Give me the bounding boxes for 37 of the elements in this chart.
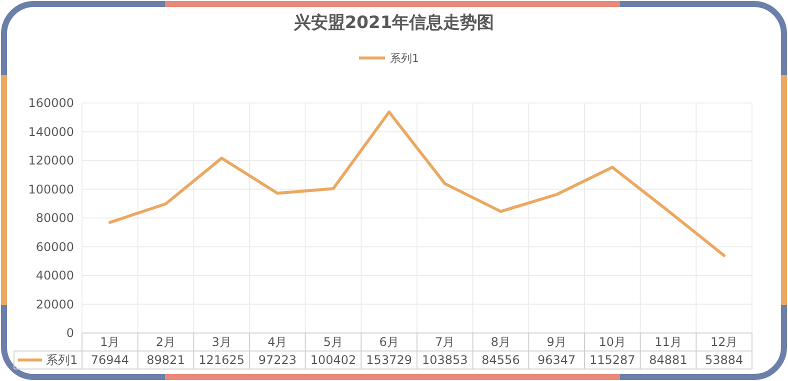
x-tick-label: 8月 <box>490 335 511 349</box>
x-tick-label: 12月 <box>710 335 738 349</box>
x-tick-label: 4月 <box>268 335 288 349</box>
x-tick-label: 5月 <box>323 335 344 349</box>
x-tick-label: 11月 <box>654 335 682 349</box>
data-label: 89821 <box>146 353 185 367</box>
y-tick-label: 140000 <box>28 124 74 139</box>
data-label: 96347 <box>537 353 576 367</box>
y-tick-label: 80000 <box>36 211 74 225</box>
x-tick-label: 3月 <box>212 335 232 349</box>
y-tick-label: 20000 <box>36 297 74 312</box>
legend-label: 系列1 <box>390 52 419 65</box>
data-label: 121625 <box>198 353 244 367</box>
x-tick-label: 7月 <box>435 335 455 349</box>
x-tick-label: 10月 <box>598 335 626 349</box>
data-label: 103853 <box>422 353 468 367</box>
y-tick-label: 100000 <box>28 182 74 196</box>
y-tick-label: 60000 <box>36 240 74 254</box>
data-label: 115287 <box>590 353 636 367</box>
y-tick-label: 40000 <box>36 268 74 282</box>
data-label: 84881 <box>649 353 688 367</box>
data-label: 84556 <box>482 353 520 367</box>
y-tick-label: 120000 <box>28 154 74 168</box>
x-tick-label: 9月 <box>546 335 566 349</box>
x-tick-label: 6月 <box>379 335 399 349</box>
line-series <box>108 110 726 258</box>
data-label: 53884 <box>704 353 744 367</box>
text: 系列1 <box>46 353 78 367</box>
data-label: 153729 <box>366 353 412 367</box>
x-tick-label: 1月 <box>100 335 120 349</box>
y-tick-label: 160000 <box>28 96 74 110</box>
y-tick-label: 0 <box>66 326 74 340</box>
data-label: 76944 <box>90 353 130 367</box>
x-tick-label: 2月 <box>156 335 176 349</box>
data-label: 97223 <box>258 353 297 367</box>
data-label: 100402 <box>310 353 356 367</box>
chart-title: 兴安盟2021年信息走势图 <box>292 13 494 33</box>
